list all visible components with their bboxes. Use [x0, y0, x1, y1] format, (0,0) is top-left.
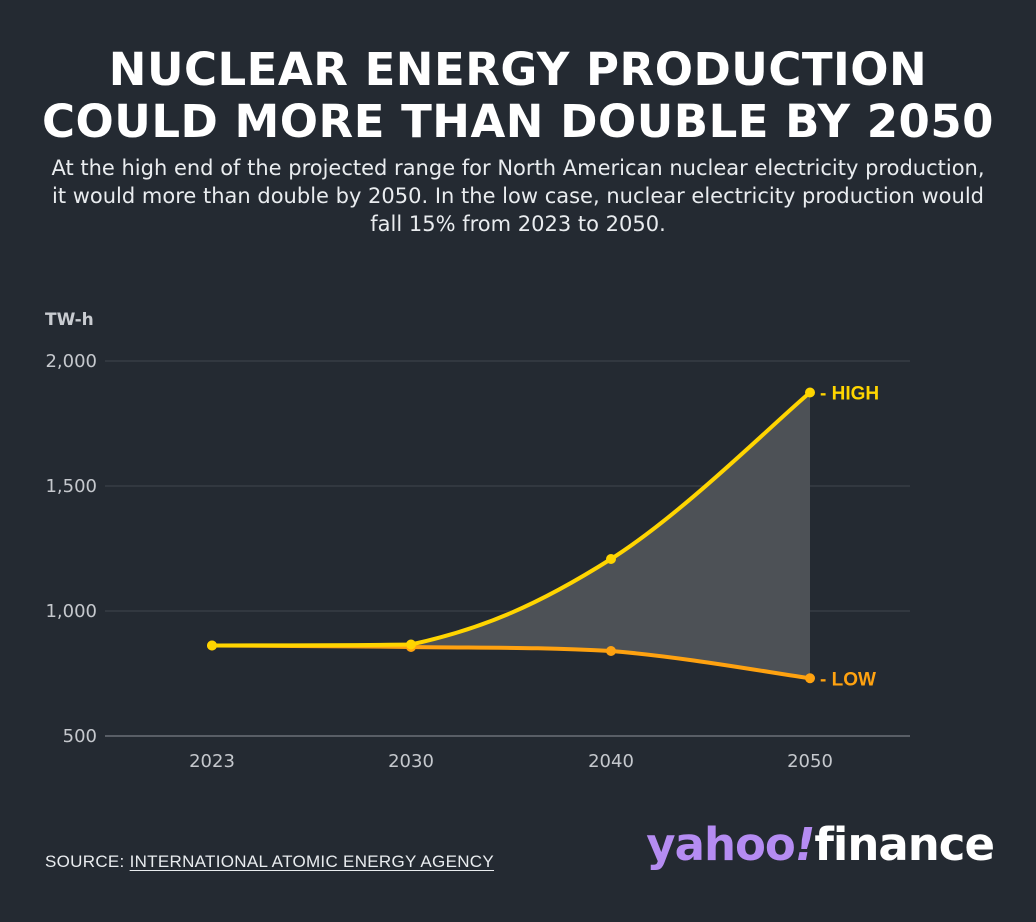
- high-series-line: [210, 390, 812, 648]
- source-prefix: SOURCE:: [45, 852, 130, 871]
- y-tick-label: 2,000: [45, 351, 97, 372]
- x-tick-label: 2030: [388, 751, 434, 772]
- y-tick-label: 1,000: [45, 601, 97, 622]
- high-series-point: [406, 639, 416, 650]
- x-tick-labels: 2023 2030 2040 2050: [189, 751, 833, 772]
- y-axis-unit-label: TW-h: [45, 310, 94, 330]
- x-tick-label: 2050: [787, 751, 833, 772]
- low-series-label: - LOW: [820, 669, 876, 690]
- logo-bang: !: [794, 818, 816, 871]
- title-line-1: NUCLEAR ENERGY PRODUCTION: [108, 43, 928, 96]
- title-line-2: COULD MORE THAN DOUBLE BY 2050: [42, 95, 994, 148]
- yahoo-finance-logo: yahoo!finance: [646, 818, 995, 871]
- y-tick-label: 1,500: [45, 476, 97, 497]
- low-series-point: [805, 673, 815, 684]
- x-tick-label: 2040: [588, 751, 634, 772]
- series-points: [207, 387, 815, 684]
- series-lines: [210, 390, 812, 681]
- logo-finance: finance: [814, 818, 995, 871]
- series-labels: - HIGH - LOW: [820, 384, 879, 691]
- low-series-point: [606, 646, 616, 656]
- y-tick-labels: 500 1,000 1,500 2,000: [45, 351, 97, 747]
- logo-yahoo: yahoo: [646, 818, 796, 871]
- chart-subtitle: At the high end of the projected range f…: [51, 156, 985, 236]
- source-note: SOURCE: INTERNATIONAL ATOMIC ENERGY AGEN…: [45, 852, 494, 872]
- high-series-point: [606, 554, 616, 564]
- range-area: [212, 392, 810, 679]
- source-link[interactable]: INTERNATIONAL ATOMIC ENERGY AGENCY: [129, 852, 495, 871]
- high-series-point: [805, 387, 815, 398]
- y-tick-label: 500: [63, 726, 97, 747]
- x-tick-label: 2023: [189, 751, 235, 772]
- high-series-point: [207, 640, 217, 651]
- chart-title: NUCLEAR ENERGY PRODUCTION COULD MORE THA…: [0, 44, 1036, 148]
- high-series-label: - HIGH: [820, 384, 879, 405]
- projection-range-area: [212, 392, 810, 679]
